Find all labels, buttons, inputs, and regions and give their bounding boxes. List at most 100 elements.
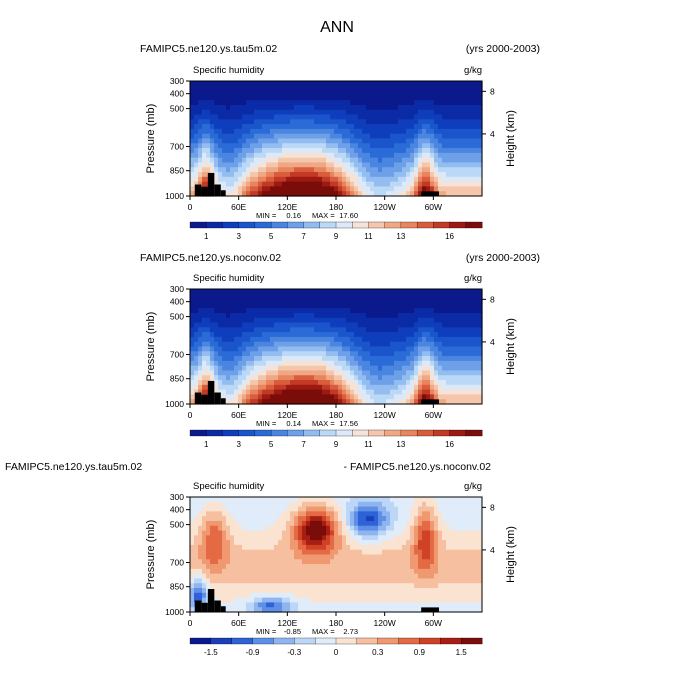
heatmap-cell (462, 176, 467, 183)
heatmap-cell (258, 104, 263, 111)
heatmap-cell (362, 322, 367, 328)
heatmap-cell (262, 124, 267, 130)
heatmap-cell (378, 90, 383, 96)
heatmap-cell (242, 583, 247, 589)
heatmap-cell (234, 356, 239, 362)
heatmap-cell (434, 511, 439, 517)
heatmap-cell (322, 327, 327, 333)
heatmap-cell (462, 336, 467, 343)
y-tick-label: 400 (170, 89, 184, 99)
heatmap-cell (454, 380, 459, 386)
heatmap-cell (254, 143, 259, 149)
heatmap-cell (318, 191, 323, 197)
heatmap-cell (466, 124, 471, 130)
heatmap-cell (370, 525, 375, 532)
heatmap-cell (330, 119, 335, 125)
heatmap-cell (374, 109, 379, 116)
heatmap-cell (230, 564, 235, 570)
heatmap-cell (306, 365, 311, 372)
heatmap-cell (342, 554, 347, 560)
heatmap-cell (442, 568, 447, 575)
heatmap-cell (270, 351, 275, 357)
heatmap-cell (310, 317, 315, 324)
heatmap-cell (302, 578, 307, 584)
heatmap-cell (470, 90, 475, 96)
heatmap-cell (426, 384, 431, 391)
heatmap-cell (258, 167, 263, 173)
heatmap-cell (198, 380, 203, 386)
heatmap-cell (206, 375, 211, 381)
heatmap-cell (458, 389, 463, 396)
heatmap-cell (442, 298, 447, 304)
heatmap-cell (238, 530, 243, 536)
heatmap-cell (286, 568, 291, 575)
heatmap-cell (406, 90, 411, 96)
heatmap-cell (426, 380, 431, 386)
heatmap-cell (286, 564, 291, 570)
heatmap-cell (326, 346, 331, 352)
heatmap-cell (470, 370, 475, 376)
heatmap-cell (194, 370, 199, 376)
heatmap-cell (238, 109, 243, 116)
heatmap-cell (458, 289, 463, 295)
heatmap-cell (254, 516, 259, 522)
heatmap-cell (262, 303, 267, 309)
heatmap-cell (198, 530, 203, 536)
heatmap-cell (318, 298, 323, 304)
heatmap-cell (330, 293, 335, 300)
heatmap-cell (374, 303, 379, 309)
heatmap-cell (414, 332, 419, 338)
heatmap-cell (222, 332, 227, 338)
heatmap-cell (254, 191, 259, 197)
heatmap-cell (294, 191, 299, 197)
heatmap-cell (458, 148, 463, 154)
heatmap-cell (410, 128, 415, 135)
heatmap-cell (322, 124, 327, 130)
heatmap-cell (210, 554, 215, 560)
heatmap-cell (410, 133, 415, 140)
colorbar-label: 13 (396, 440, 405, 449)
heatmap-cell (282, 167, 287, 173)
heatmap-cell (406, 176, 411, 183)
heatmap-cell (390, 143, 395, 149)
heatmap-cell (366, 138, 371, 144)
heatmap-cell (474, 143, 479, 149)
heatmap-cell (246, 95, 251, 101)
heatmap-cell (206, 114, 211, 120)
heatmap-cell (242, 138, 247, 144)
heatmap-cell (386, 336, 391, 343)
heatmap-cell (290, 289, 295, 295)
heatmap-cell (342, 128, 347, 135)
heatmap-cell (330, 375, 335, 381)
heatmap-cell (250, 81, 255, 87)
heatmap-cell (286, 525, 291, 532)
heatmap-cell (250, 573, 255, 580)
heatmap-cell (350, 90, 355, 96)
heatmap-cell (402, 124, 407, 130)
heatmap-cell (346, 81, 351, 87)
heatmap-cell (454, 312, 459, 319)
heatmap-cell (234, 389, 239, 396)
heatmap-cell (306, 289, 311, 295)
heatmap-cell (398, 535, 403, 541)
heatmap-cell (450, 90, 455, 96)
heatmap-cell (210, 90, 215, 96)
heatmap-cell (254, 172, 259, 178)
heatmap-cell (402, 109, 407, 116)
heatmap-cell (406, 124, 411, 130)
heatmap-cell (434, 308, 439, 314)
heatmap-cell (322, 356, 327, 362)
heatmap-cell (462, 351, 467, 357)
heatmap-cell (314, 351, 319, 357)
heatmap-cell (382, 143, 387, 149)
heatmap-cell (214, 167, 219, 173)
colorbar-label: 11 (364, 232, 373, 241)
heatmap-cell (470, 138, 475, 144)
heatmap-cell (270, 544, 275, 551)
heatmap-cell (438, 511, 443, 517)
heatmap-cell (358, 501, 363, 508)
heatmap-cell (362, 303, 367, 309)
heatmap-cell (206, 336, 211, 343)
heatmap-cell (226, 191, 231, 197)
heatmap-cell (222, 138, 227, 144)
